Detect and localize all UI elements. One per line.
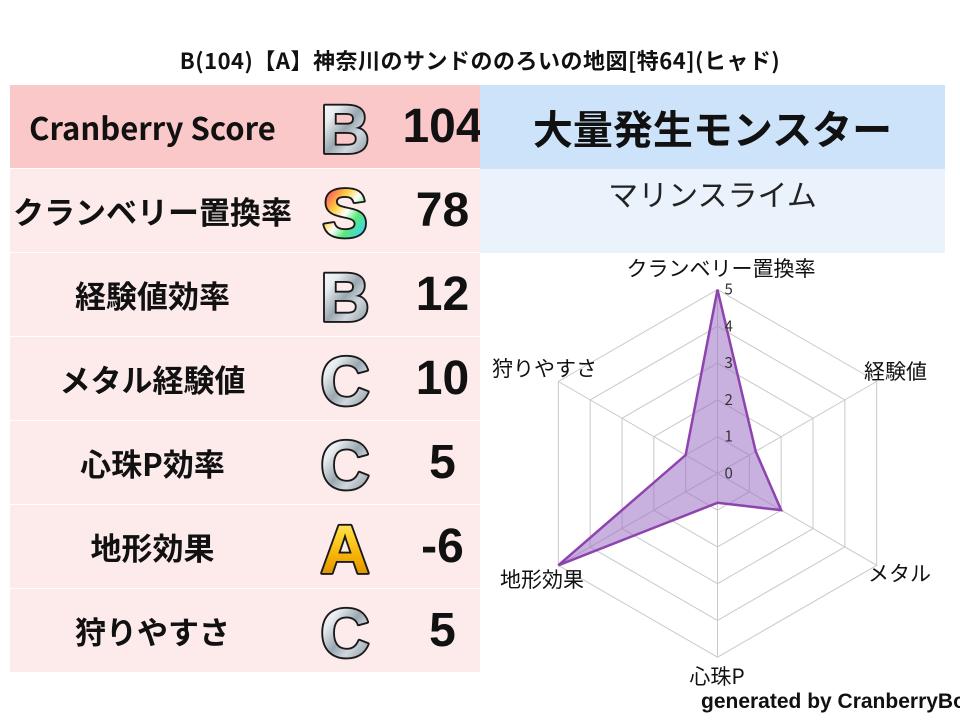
svg-text:B: B bbox=[320, 91, 369, 166]
svg-text:地形効果: 地形効果 bbox=[500, 564, 584, 594]
svg-text:S: S bbox=[322, 175, 368, 250]
svg-text:C: C bbox=[320, 343, 369, 418]
svg-text:B: B bbox=[320, 259, 369, 334]
svg-text:0: 0 bbox=[725, 462, 733, 483]
svg-text:経験値: 経験値 bbox=[864, 356, 927, 386]
svg-text:狩りやすさ: 狩りやすさ bbox=[492, 353, 597, 383]
svg-text:クランベリー置換率: クランベリー置換率 bbox=[627, 253, 816, 283]
svg-text:3: 3 bbox=[725, 352, 733, 373]
svg-text:心珠P: 心珠P bbox=[689, 661, 744, 691]
svg-text:1: 1 bbox=[725, 426, 733, 447]
svg-text:A: A bbox=[320, 511, 369, 586]
svg-text:メタル: メタル bbox=[868, 558, 931, 588]
svg-text:2: 2 bbox=[725, 389, 733, 410]
svg-text:4: 4 bbox=[725, 315, 733, 336]
svg-text:C: C bbox=[320, 595, 369, 670]
svg-text:C: C bbox=[320, 427, 369, 502]
